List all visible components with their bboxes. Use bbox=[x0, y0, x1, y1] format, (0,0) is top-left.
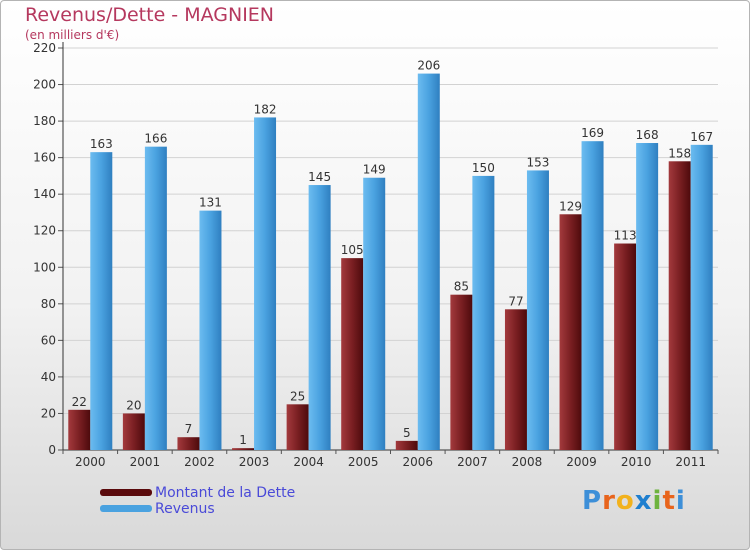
value-label: 158 bbox=[668, 146, 691, 160]
value-label: 131 bbox=[199, 196, 222, 210]
y-tick-label: 20 bbox=[41, 406, 56, 420]
bar-dette bbox=[559, 214, 582, 450]
logo-letter: i bbox=[675, 486, 686, 516]
value-label: 167 bbox=[690, 130, 713, 144]
x-tick-label: 2008 bbox=[512, 455, 543, 469]
x-tick-label: 2005 bbox=[348, 455, 379, 469]
bar-dette bbox=[395, 440, 418, 450]
y-tick-label: 140 bbox=[33, 187, 56, 201]
legend-label-dette: Montant de la Dette bbox=[155, 485, 296, 501]
bar-revenus bbox=[636, 143, 659, 450]
value-label: 149 bbox=[363, 163, 386, 177]
value-label: 22 bbox=[72, 395, 87, 409]
x-tick-label: 2006 bbox=[403, 455, 434, 469]
y-tick-label: 40 bbox=[41, 370, 56, 384]
bar-dette bbox=[232, 448, 255, 450]
x-tick-label: 2011 bbox=[675, 455, 706, 469]
value-label: 85 bbox=[454, 280, 469, 294]
value-label: 163 bbox=[90, 137, 113, 151]
logo-letter: x bbox=[634, 486, 653, 516]
bar-revenus bbox=[308, 185, 331, 450]
value-label: 153 bbox=[527, 155, 550, 169]
x-tick-label: 2004 bbox=[293, 455, 324, 469]
logo-letter: t bbox=[662, 486, 676, 516]
bar-revenus bbox=[363, 177, 386, 450]
value-label: 168 bbox=[636, 128, 659, 142]
bar-revenus bbox=[199, 210, 222, 450]
y-tick-label: 180 bbox=[33, 114, 56, 128]
y-tick-label: 60 bbox=[41, 333, 56, 347]
y-tick-label: 220 bbox=[33, 41, 56, 55]
value-label: 166 bbox=[144, 132, 167, 146]
bar-revenus bbox=[526, 170, 549, 450]
value-label: 145 bbox=[308, 170, 331, 184]
x-tick-label: 2002 bbox=[184, 455, 215, 469]
logo-letter: r bbox=[602, 486, 616, 516]
value-label: 7 bbox=[185, 422, 193, 436]
value-label: 77 bbox=[508, 294, 523, 308]
logo-letter: i bbox=[652, 486, 663, 516]
y-tick-label: 200 bbox=[33, 78, 56, 92]
gridlines bbox=[63, 47, 718, 451]
value-labels: 22 163 20 166 7 131 1 182 25 145 105 149 5 206 85 150 77… bbox=[72, 59, 714, 448]
legend-label-revenus: Revenus bbox=[155, 501, 215, 517]
x-tick-label: 2009 bbox=[566, 455, 597, 469]
y-tick-label: 100 bbox=[33, 260, 56, 274]
value-label: 5 bbox=[403, 426, 411, 440]
bar-revenus bbox=[581, 141, 604, 450]
x-tick-label: 2000 bbox=[75, 455, 106, 469]
value-label: 182 bbox=[254, 102, 277, 116]
x-tick-label: 2001 bbox=[130, 455, 161, 469]
y-tick-label: 120 bbox=[33, 224, 56, 238]
bar-revenus bbox=[254, 117, 277, 450]
value-label: 1 bbox=[239, 433, 247, 447]
legend-swatch-revenus bbox=[100, 505, 152, 512]
bar-dette bbox=[286, 404, 309, 450]
x-tick-label: 2003 bbox=[239, 455, 270, 469]
value-label: 206 bbox=[417, 59, 440, 73]
bars bbox=[68, 73, 713, 451]
bar-revenus bbox=[472, 175, 495, 450]
x-tick-label: 2007 bbox=[457, 455, 488, 469]
y-tick-label: 0 bbox=[48, 443, 56, 457]
value-label: 105 bbox=[341, 243, 364, 257]
value-label: 25 bbox=[290, 389, 305, 403]
legend-swatch-dette bbox=[100, 489, 152, 496]
value-label: 113 bbox=[614, 229, 637, 243]
value-label: 150 bbox=[472, 161, 495, 175]
value-label: 129 bbox=[559, 199, 582, 213]
value-label: 20 bbox=[126, 398, 141, 412]
bar-dette bbox=[668, 161, 691, 451]
bar-dette bbox=[614, 243, 637, 450]
bar-dette bbox=[341, 258, 364, 450]
chart-title: Revenus/Dette - MAGNIEN bbox=[25, 4, 275, 26]
value-label: 169 bbox=[581, 126, 604, 140]
proxiti-logo: Proxiti bbox=[582, 486, 686, 516]
logo-letter: o bbox=[615, 486, 635, 516]
bar-revenus bbox=[417, 73, 440, 450]
bar-dette bbox=[450, 294, 473, 450]
x-tick-label: 2010 bbox=[621, 455, 652, 469]
bar-revenus bbox=[690, 144, 713, 450]
y-tick-label: 80 bbox=[41, 297, 56, 311]
bar-revenus bbox=[90, 152, 113, 450]
bar-revenus bbox=[144, 146, 167, 450]
y-tick-label: 160 bbox=[33, 151, 56, 165]
chart-subtitle: (en milliers d'€) bbox=[25, 28, 120, 42]
logo-letter: P bbox=[582, 486, 603, 516]
bar-dette bbox=[68, 409, 91, 450]
bar-dette bbox=[177, 437, 200, 450]
bar-dette bbox=[122, 413, 145, 450]
bar-dette bbox=[504, 309, 527, 450]
